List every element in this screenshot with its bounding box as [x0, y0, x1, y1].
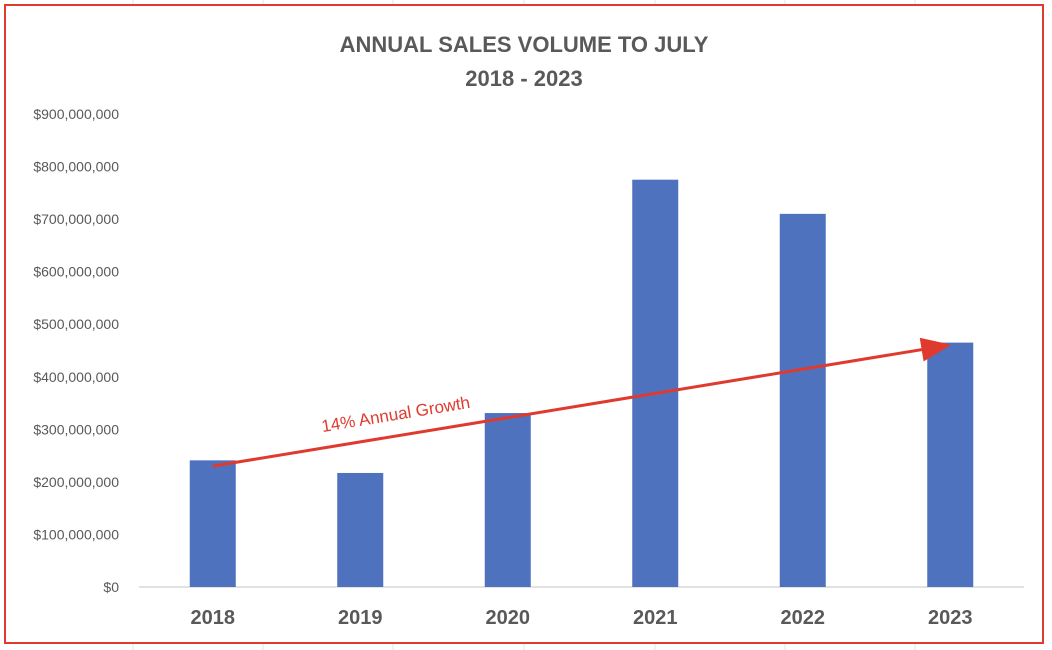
- y-tick-label: $800,000,000: [33, 159, 119, 175]
- bar-chart-plot: $0 $100,000,000 $200,000,000 $300,000,000 $4…: [33, 106, 1024, 629]
- y-tick-label: $400,000,000: [33, 369, 119, 385]
- y-tick-label: $300,000,000: [33, 421, 119, 437]
- y-tick-label: $900,000,000: [33, 106, 119, 122]
- y-tick-label: $200,000,000: [33, 474, 119, 490]
- y-tick-label: $500,000,000: [33, 316, 119, 332]
- y-tick-label: $0: [103, 579, 119, 595]
- chart-subtitle: 2018 - 2023: [465, 66, 583, 91]
- bar-2018: [189, 460, 236, 587]
- x-tick-label: 2018: [191, 607, 236, 629]
- y-tick-label: $100,000,000: [33, 526, 119, 542]
- bar-2022: [779, 213, 826, 587]
- chart-area[interactable]: ANNUAL SALES VOLUME TO JULY 2018 - 2023 …: [4, 4, 1044, 644]
- x-tick-label: 2022: [781, 607, 826, 629]
- x-tick-label: 2019: [338, 607, 383, 629]
- bar-2021: [632, 179, 679, 587]
- y-tick-label: $600,000,000: [33, 264, 119, 280]
- y-tick-label: $700,000,000: [33, 211, 119, 227]
- bar-2023: [927, 342, 974, 587]
- growth-arrow: [212, 337, 952, 468]
- x-tick-label: 2021: [633, 607, 678, 629]
- bar-2020: [484, 413, 531, 587]
- growth-annotation-label: 14% Annual Growth: [320, 393, 471, 436]
- bar-2019: [337, 472, 384, 587]
- chart-title: ANNUAL SALES VOLUME TO JULY: [339, 32, 709, 57]
- x-tick-label: 2020: [486, 607, 531, 629]
- x-tick-label: 2023: [928, 607, 973, 629]
